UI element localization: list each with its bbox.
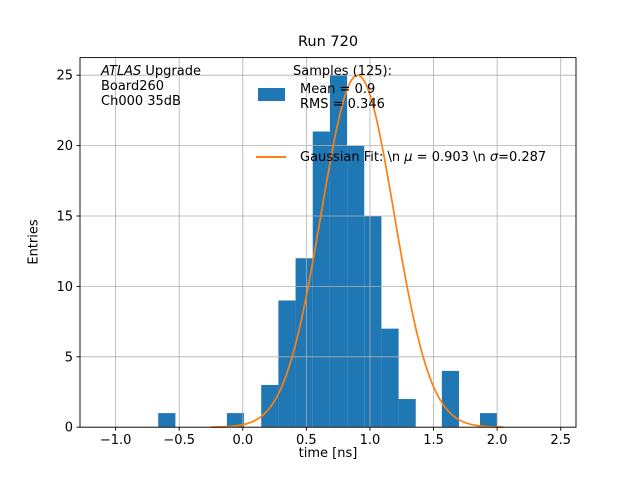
- fit-label-end: =0.287: [498, 150, 547, 165]
- histogram-bar: [479, 413, 498, 428]
- fit-label-sigma: σ: [489, 150, 499, 165]
- histogram-bar: [312, 131, 330, 428]
- legend-fit-label: Gaussian Fit: \n μ = 0.903 \n σ=0.287: [300, 150, 546, 165]
- histogram-bar: [364, 216, 382, 428]
- histogram-bar: [278, 300, 296, 428]
- histogram-bar: [158, 413, 176, 428]
- annotation-text: ATLAS Upgrade Board260 Ch000 35dB: [101, 64, 201, 109]
- x-tick-label: −0.5: [163, 433, 195, 448]
- histogram-bar: [261, 384, 279, 428]
- gaussian-fit-swatch: [256, 156, 286, 158]
- histogram-bar: [329, 75, 348, 428]
- histogram-swatch: [258, 88, 285, 101]
- x-tick-label: −1.0: [100, 433, 132, 448]
- x-tick-label: 0.5: [296, 433, 317, 448]
- y-tick-label: 20: [56, 139, 73, 154]
- histogram-bar: [226, 413, 245, 428]
- x-tick-label: 1.0: [360, 433, 381, 448]
- chart-title: Run 720: [297, 34, 359, 50]
- annotation-line1: ATLAS Upgrade: [101, 64, 201, 79]
- y-tick-label: 25: [56, 69, 73, 84]
- annotation-upgrade: Upgrade: [141, 64, 201, 79]
- annotation-atlas: ATLAS: [101, 64, 142, 79]
- y-axis-label: Entries: [26, 219, 42, 265]
- x-tick-label: 1.5: [423, 433, 444, 448]
- y-tick-label: 0: [65, 421, 73, 436]
- y-tick-label: 15: [56, 210, 73, 225]
- annotation-line3: Ch000 35dB: [101, 94, 181, 109]
- x-tick-label: 2.5: [550, 433, 571, 448]
- y-tick-label: 10: [56, 280, 73, 295]
- gaussian-fit-curve: [210, 74, 504, 428]
- histogram-bar: [398, 399, 416, 428]
- x-tick-label: 0.0: [232, 433, 253, 448]
- histogram-bar: [381, 328, 399, 428]
- annotation-line2: Board260: [101, 79, 165, 94]
- axes-frame: [79, 57, 577, 428]
- histogram-bar: [441, 370, 459, 428]
- legend-mean-label: Mean = 0.9: [300, 82, 376, 97]
- y-tick-label: 5: [65, 350, 73, 365]
- x-axis-label: time [ns]: [298, 446, 358, 461]
- fit-label-pre: Gaussian Fit: \n: [300, 150, 405, 165]
- histogram-bar: [295, 258, 313, 428]
- legend-rms-label: RMS = 0.346: [300, 97, 385, 112]
- fit-label-mid: = 0.903 \n: [412, 150, 490, 165]
- legend-title: Samples (125):: [293, 64, 392, 79]
- fit-label-mu: μ: [404, 150, 413, 165]
- x-tick-label: 2.0: [487, 433, 508, 448]
